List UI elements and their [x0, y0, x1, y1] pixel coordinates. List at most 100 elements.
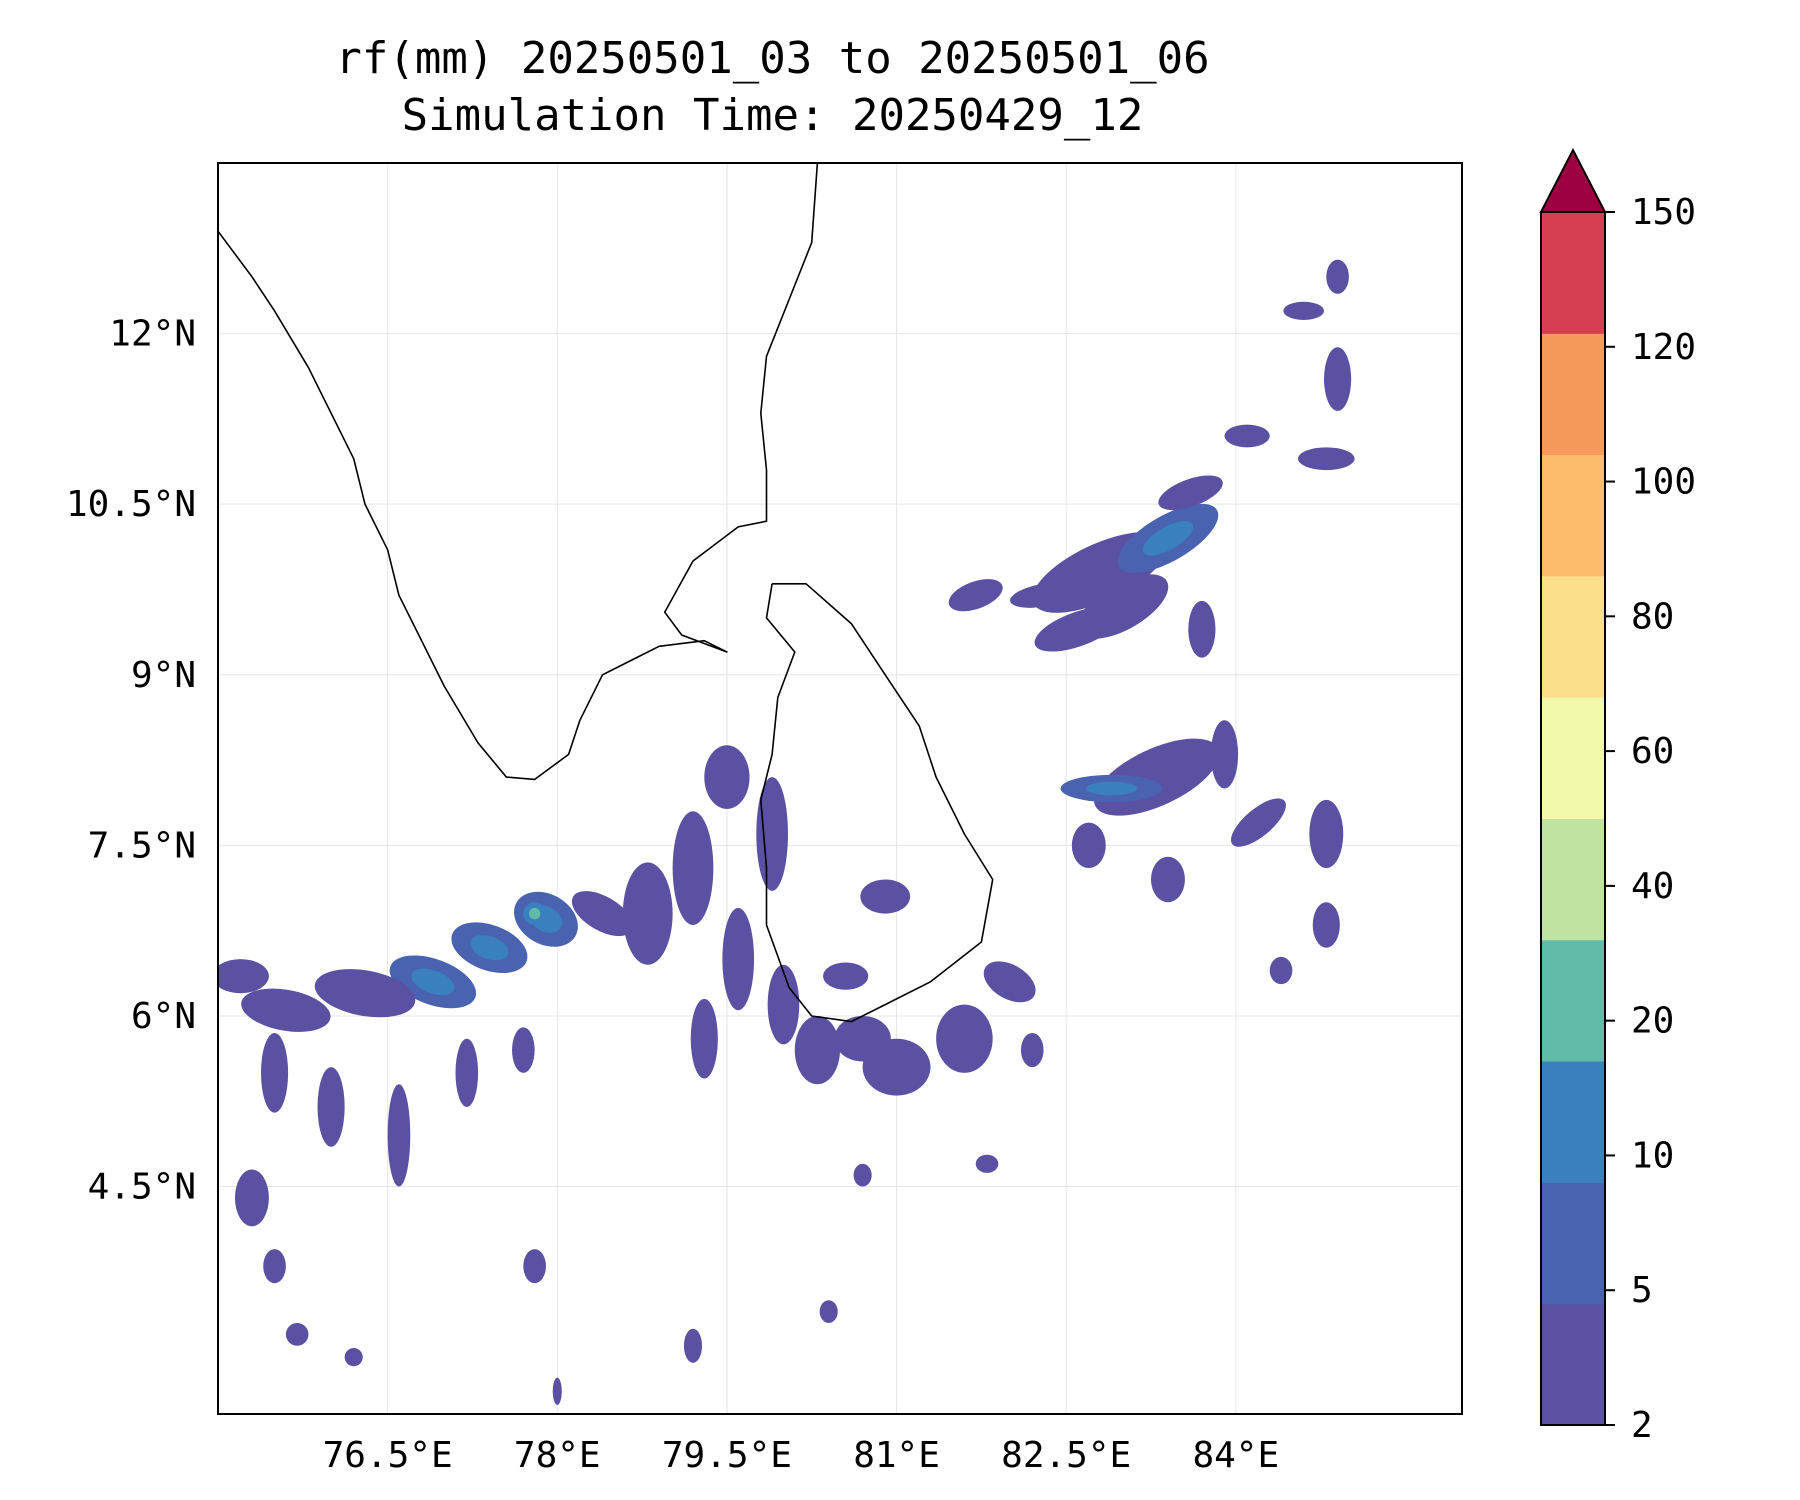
colorbar-tick-label: 150: [1631, 192, 1696, 233]
colorbar-segment: [1541, 1182, 1605, 1305]
title-line-1: rf(mm) 20250501_03 to 20250501_06: [335, 33, 1210, 84]
gridlines: [218, 163, 1462, 1414]
colorbar-extend-arrow: [1539, 147, 1607, 213]
rain-cell: [1158, 475, 1223, 511]
map-background: [218, 163, 1462, 1414]
title-line-2: Simulation Time: 20250429_12: [401, 90, 1144, 141]
rain-cell: [523, 1249, 546, 1284]
colorbar-segment: [1541, 939, 1605, 1062]
y-tick-label: 7.5°N: [88, 825, 196, 866]
rain-cell: [1210, 720, 1239, 789]
coastlines: [218, 163, 994, 1023]
rain-cell: [571, 891, 634, 937]
colorbar-tick-label: 20: [1631, 1001, 1674, 1042]
colorbar-segment: [1541, 212, 1605, 334]
rain-cell: [260, 1033, 289, 1113]
rain-cell: [819, 1300, 838, 1324]
rain-cell-core: [529, 907, 541, 920]
rain-cell: [263, 1249, 286, 1284]
x-axis-ticks: 76.5°E 78°E 79.5°E 81°E 82.5°E 84°E: [323, 1435, 1280, 1476]
rain-cell-core: [1085, 781, 1137, 796]
rain-cell: [756, 777, 788, 891]
rain-cell: [218, 959, 269, 994]
rain-cell-core: [470, 935, 509, 961]
x-tick-label: 84°E: [1192, 1435, 1279, 1476]
rain-cell: [1312, 902, 1340, 948]
y-tick-label: 12°N: [109, 314, 196, 355]
rain-cell: [317, 1067, 345, 1147]
colorbar-tick-label: 100: [1631, 462, 1696, 503]
rain-cell: [975, 1154, 999, 1173]
y-axis-ticks: 4.5°N 6°N 7.5°N 9°N 10.5°N 12°N: [66, 314, 196, 1208]
colorbar-tick-label: 10: [1631, 1135, 1674, 1176]
rain-cell: [512, 1027, 535, 1073]
rain-cell: [1283, 301, 1325, 320]
rain-cell: [936, 1004, 993, 1073]
rain-cell: [683, 1328, 703, 1363]
rain-cell: [948, 579, 1003, 612]
rain-cell: [1231, 798, 1286, 847]
rain-cell: [1188, 600, 1216, 658]
x-tick-label: 82.5°E: [1001, 1435, 1131, 1476]
colorbar-segment: [1541, 454, 1605, 577]
colorbar-tick-label: 5: [1631, 1270, 1653, 1311]
colorbar-frame: [1540, 211, 1606, 1426]
y-tick-label: 9°N: [131, 655, 196, 696]
rain-cell: [234, 1169, 269, 1227]
rain-cell-core: [1142, 521, 1194, 556]
rain-cell: [241, 988, 331, 1032]
rain-cell: [1269, 956, 1293, 985]
x-tick-label: 81°E: [853, 1435, 940, 1476]
colorbar: 2 5 10 20 40 60 80 100 120 150: [1539, 147, 1696, 1446]
colorbar-segment: [1541, 575, 1605, 698]
rain-cell: [455, 1038, 479, 1107]
y-tick-label: 6°N: [131, 996, 196, 1037]
rain-cell: [853, 1163, 872, 1187]
rain-cell: [1034, 607, 1121, 652]
coastline-india: [218, 163, 819, 781]
rain-cell: [794, 1015, 841, 1085]
colorbar-segment: [1541, 1061, 1605, 1183]
rain-cell: [823, 962, 869, 990]
rain-cell: [690, 998, 718, 1079]
colorbar-tick-label: 2: [1631, 1405, 1653, 1446]
rain-cell: [285, 1323, 309, 1346]
rain-cell: [672, 811, 714, 925]
colorbar-tick-label: 60: [1631, 731, 1674, 772]
colorbar-segment: [1541, 697, 1605, 819]
chart-title: rf(mm) 20250501_03 to 20250501_06 Simula…: [0, 30, 1545, 144]
colorbar-segment: [1541, 333, 1605, 456]
y-tick-label: 4.5°N: [88, 1167, 196, 1208]
colorbar-segment: [1541, 1303, 1605, 1426]
colorbar-tick-label: 80: [1631, 596, 1674, 637]
rain-cell: [1071, 822, 1106, 869]
rain-cell: [387, 1084, 411, 1187]
rain-cell: [860, 879, 911, 914]
rain-cell: [344, 1348, 363, 1367]
rain-cell: [622, 862, 673, 965]
rain-cell: [1326, 259, 1349, 294]
rain-cell: [983, 961, 1036, 1003]
y-tick-label: 10.5°N: [66, 484, 196, 525]
colorbar-tick-label: 120: [1631, 327, 1696, 368]
rain-cell: [1298, 447, 1355, 471]
rain-cell: [314, 969, 416, 1018]
rain-cell: [1309, 799, 1344, 869]
coastline-sri-lanka: [760, 583, 994, 1023]
rain-cell: [767, 964, 800, 1045]
x-tick-label: 79.5°E: [662, 1435, 792, 1476]
rain-cell: [552, 1377, 562, 1405]
colorbar-tick-label: 40: [1631, 866, 1674, 907]
rain-cell: [704, 745, 750, 809]
rain-cell: [1224, 424, 1270, 448]
rain-cell-core: [411, 968, 455, 996]
rainfall-contours: [218, 259, 1355, 1405]
colorbar-segment: [1541, 818, 1605, 941]
rain-cell: [1324, 347, 1352, 411]
x-tick-label: 78°E: [514, 1435, 601, 1476]
rain-cell: [1010, 582, 1078, 608]
rain-cell: [722, 907, 755, 1011]
rain-cell: [1020, 1033, 1044, 1068]
rain-cell: [862, 1038, 931, 1096]
